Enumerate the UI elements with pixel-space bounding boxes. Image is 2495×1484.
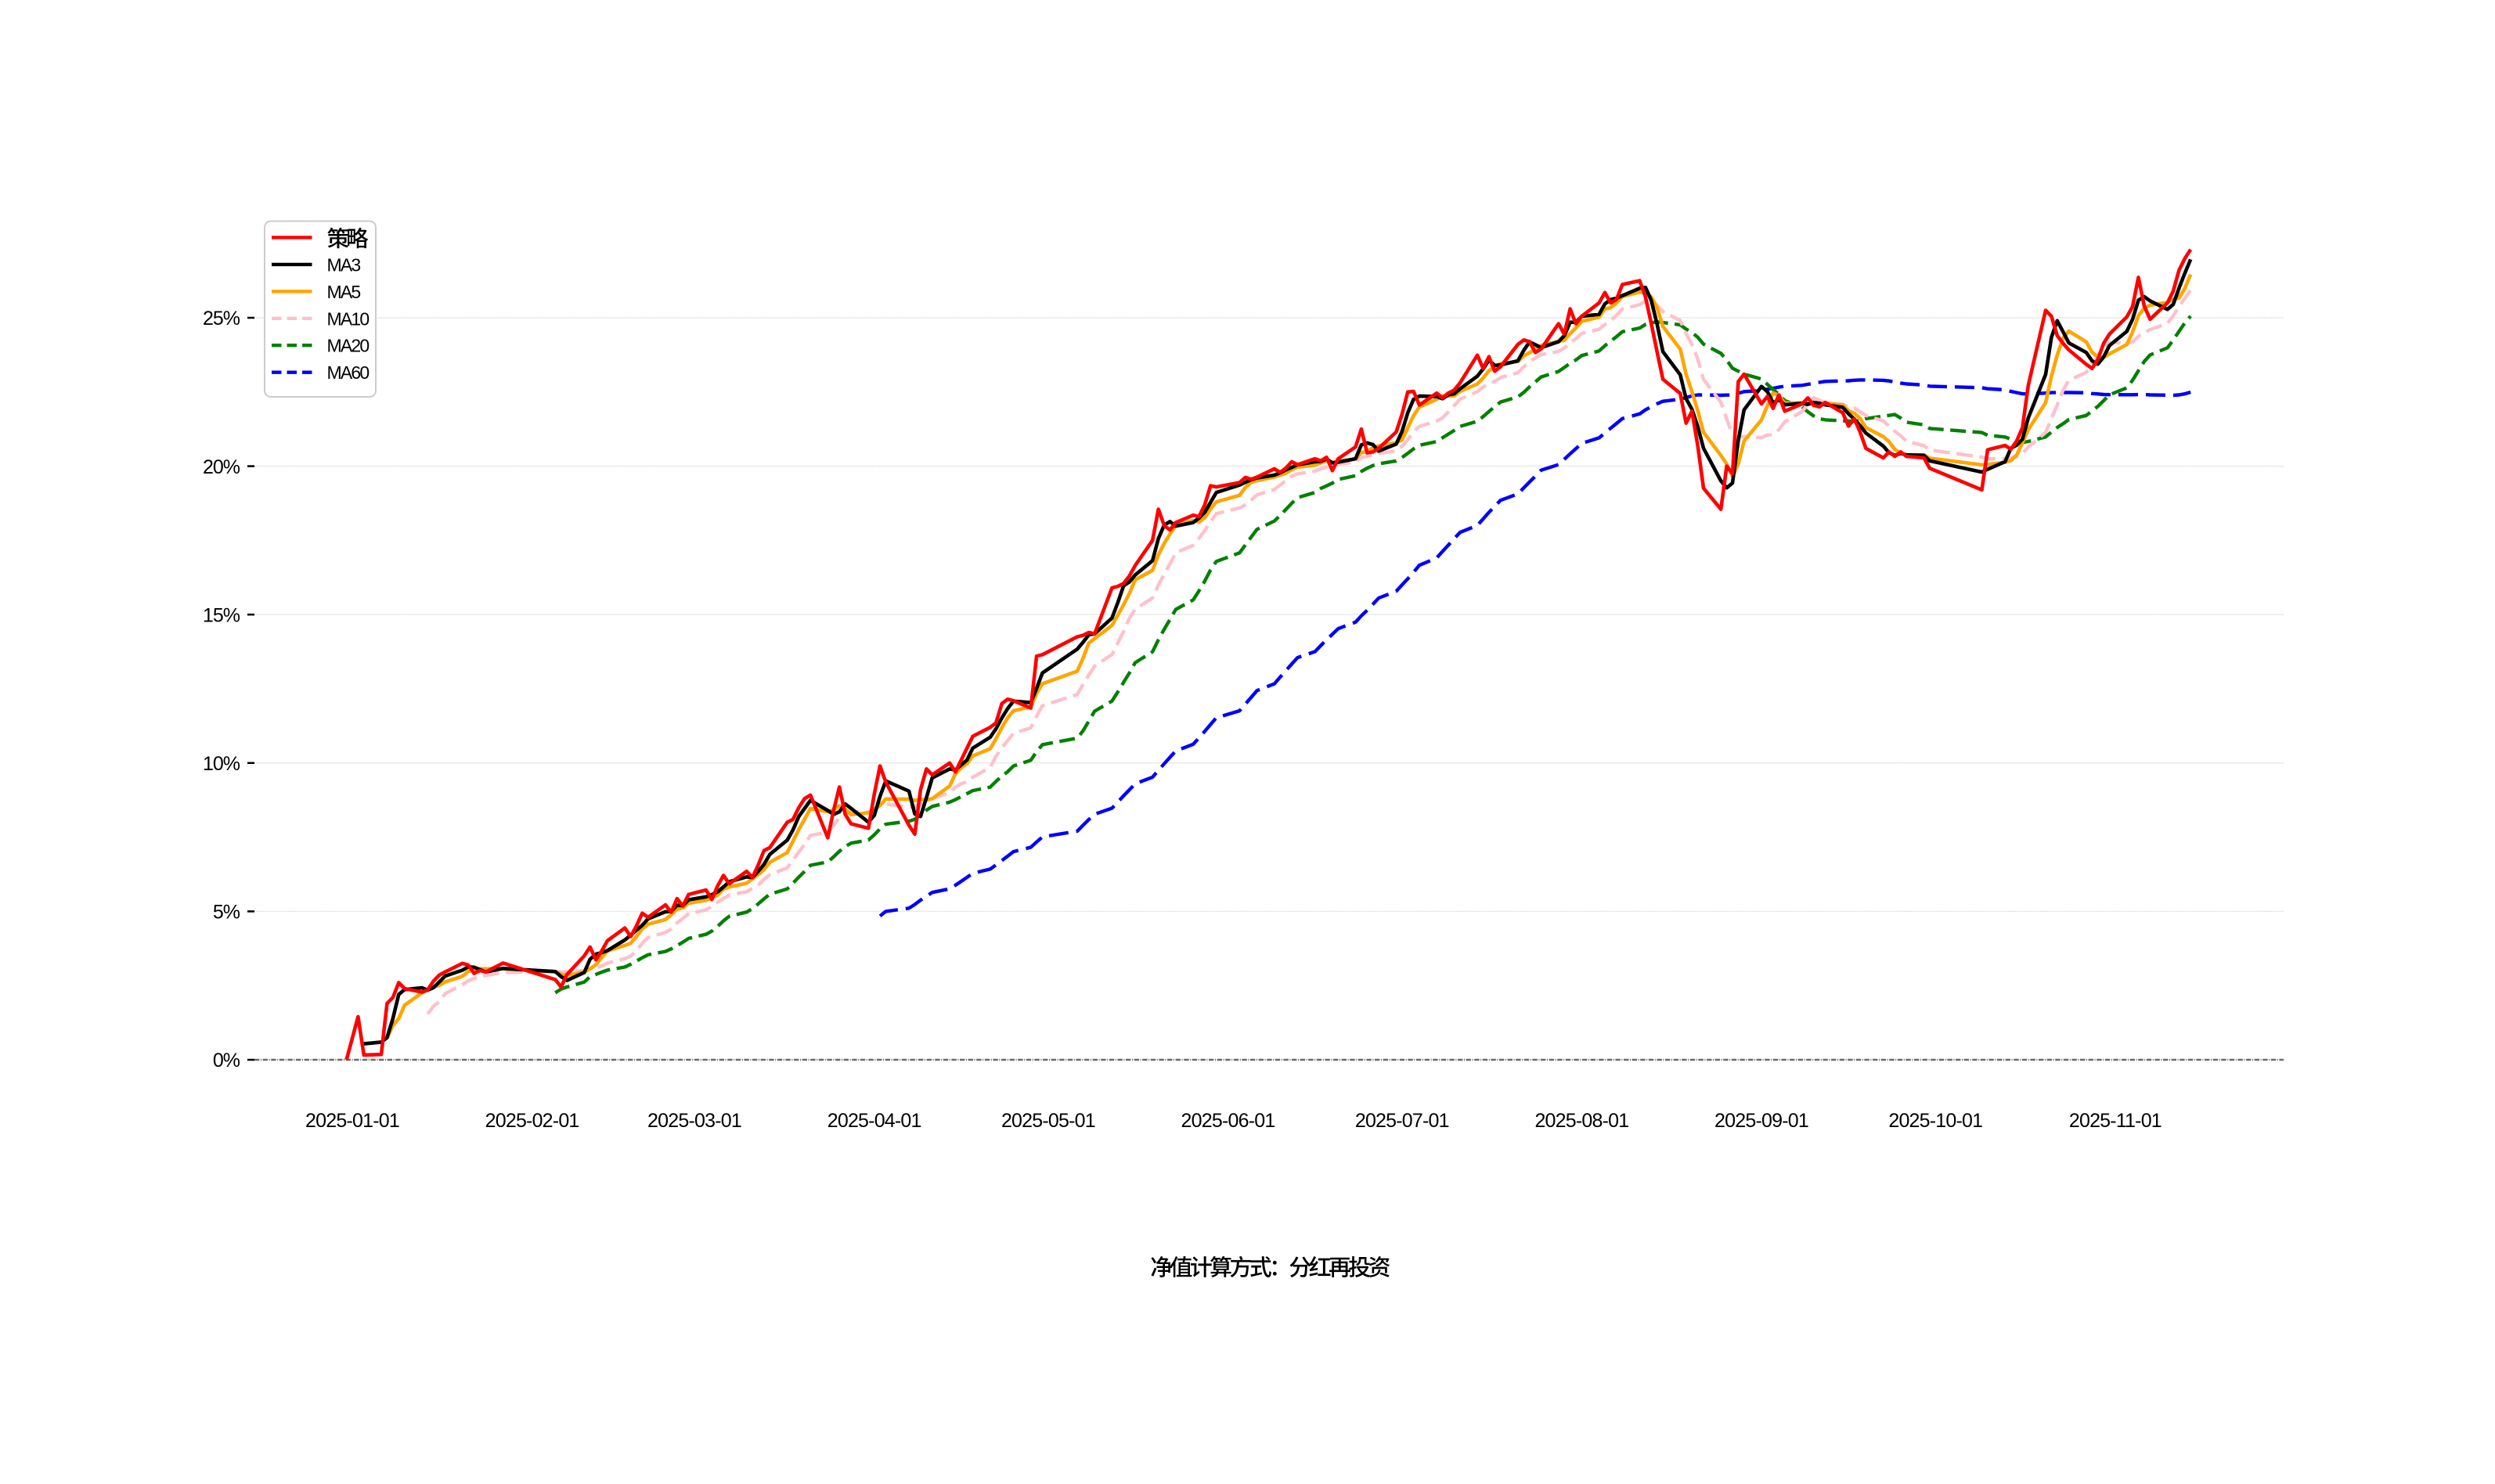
svg-text:5%: 5%: [213, 902, 240, 924]
svg-text:25%: 25%: [203, 308, 240, 330]
svg-text:2025-11-01: 2025-11-01: [2069, 1110, 2161, 1132]
svg-text:MA3: MA3: [327, 254, 361, 275]
svg-text:10%: 10%: [203, 753, 240, 775]
svg-text:2025-05-01: 2025-05-01: [1001, 1110, 1095, 1132]
svg-text:2025-03-01: 2025-03-01: [647, 1110, 741, 1132]
svg-text:MA20: MA20: [327, 336, 370, 356]
svg-text:2025-10-01: 2025-10-01: [1888, 1110, 1982, 1132]
svg-text:MA10: MA10: [327, 308, 370, 329]
svg-text:2025-08-01: 2025-08-01: [1534, 1110, 1628, 1132]
svg-text:20%: 20%: [203, 456, 240, 478]
svg-text:2025-01-01: 2025-01-01: [305, 1110, 399, 1132]
svg-text:MA5: MA5: [327, 282, 361, 302]
svg-text:MA60: MA60: [327, 362, 370, 383]
svg-text:0%: 0%: [213, 1050, 240, 1072]
svg-text:2025-06-01: 2025-06-01: [1181, 1110, 1275, 1132]
svg-text:2025-02-01: 2025-02-01: [485, 1110, 579, 1132]
svg-text:15%: 15%: [203, 604, 240, 626]
svg-text:2025-07-01: 2025-07-01: [1355, 1110, 1449, 1132]
svg-text:2025-09-01: 2025-09-01: [1714, 1110, 1808, 1132]
svg-text:2025-04-01: 2025-04-01: [827, 1110, 921, 1132]
